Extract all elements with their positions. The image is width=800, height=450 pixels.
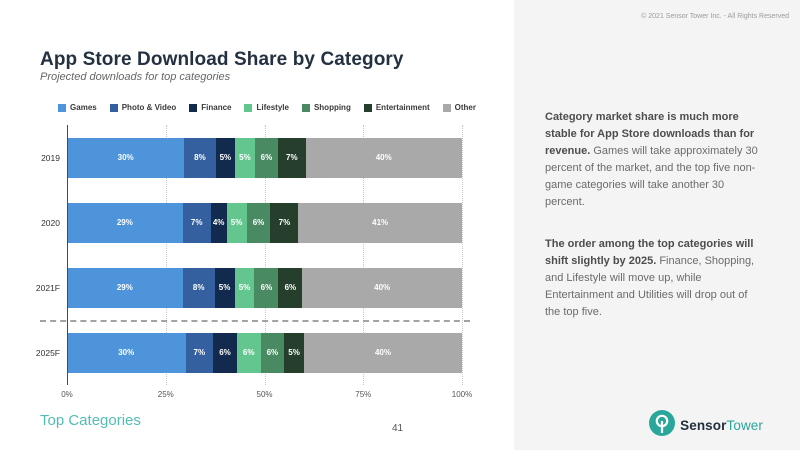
page-subtitle: Projected downloads for top categories [40,71,231,83]
gridline [165,125,167,385]
bar-segment-finance: 4% [210,202,227,243]
x-tick-label: 100% [451,390,473,399]
stacked-bar: 29% 7% 4% 5% 6% 7% 41% [67,202,462,243]
bar-row-2025f: 2025F 30% 7% 6% 6% 6% 5% 40% [36,320,462,385]
legend-item: Finance [189,103,231,112]
legend-item: Lifestyle [244,103,289,112]
gridline [264,125,266,385]
logo-wordmark: SensorTower [680,418,763,433]
commentary-paragraph: Category market share is much more stabl… [545,109,763,211]
page-number: 41 [392,423,404,434]
bar-segment-entertainment: 6% [278,267,303,308]
commentary-bold-text: Category market share is much more stabl… [545,111,755,158]
forecast-separator-line [40,320,470,322]
gridline [363,125,365,385]
commentary-regular-text: Games will take approximately 30 percent… [545,145,758,209]
bar-segment-other: 40% [305,137,462,178]
bar-segment-other: 41% [298,202,462,243]
bar-segment-lifestyle: 5% [234,267,255,308]
commentary-regular-text: Finance, Shopping, and Lifestyle will mo… [545,255,755,319]
legend-label: Finance [201,103,232,112]
bar-row-2021f: 2021F 29% 8% 5% 5% 6% 6% 40% [36,255,462,320]
bar-segment-finance: 5% [215,137,236,178]
category-label: 2020 [41,217,60,228]
sensor-tower-logo: SensorTower [649,410,763,441]
bar-segment-photo-video: 8% [182,267,215,308]
bar-segment-lifestyle: 5% [235,137,255,178]
category-label: 2025F [35,347,60,358]
legend-item: Other [442,103,476,112]
chart-rows: 2019 30% 8% 5% 5% 6% 7% 40% 2020 29% 7% 4% 5% 6% 7% 41%… [36,125,462,385]
bar-segment-games: 29% [67,202,183,243]
bar-segment-shopping: 6% [254,267,279,308]
bar-segment-finance: 5% [214,267,235,308]
bar-segment-photo-video: 7% [185,332,214,373]
stacked-bar: 30% 7% 6% 6% 6% 5% 40% [67,332,462,373]
legend-swatch [301,103,310,112]
x-tick-label: 0% [61,390,73,399]
commentary-bold-text: The order among the top categories will … [545,238,754,268]
bar-segment-entertainment: 7% [270,202,299,243]
legend-item: Entertainment [363,103,430,112]
x-tick-label: 75% [355,390,372,399]
bar-row-2019: 2019 30% 8% 5% 5% 6% 7% 40% [41,125,462,190]
bar-segment-lifestyle: 6% [236,332,261,373]
legend-swatch [109,103,118,112]
legend-item: Games [58,103,97,112]
bar-segment-other: 40% [302,267,462,308]
copyright-text: © 2021 Sensor Tower Inc. - All Rights Re… [641,13,789,20]
stacked-bar: 30% 8% 5% 5% 6% 7% 40% [67,137,462,178]
sensor-tower-logo-icon [649,410,676,441]
legend-swatch [244,103,253,112]
bar-segment-entertainment: 5% [284,332,304,373]
stacked-bar: 29% 8% 5% 5% 6% 6% 40% [67,267,462,308]
page-title: App Store Download Share by Category [40,48,404,70]
bar-segment-finance: 6% [213,332,237,373]
legend-swatch [442,103,451,112]
x-tick-label: 25% [157,390,174,399]
bar-segment-photo-video: 8% [184,137,216,178]
legend-swatch [363,103,372,112]
legend-label: Lifestyle [256,103,289,112]
bar-row-2020: 2020 29% 7% 4% 5% 6% 7% 41% [41,190,462,255]
section-label: Top Categories [40,412,141,429]
bar-segment-games: 30% [67,332,186,373]
legend-swatch [189,103,198,112]
legend-label: Other [454,103,476,112]
chart-legend: Games Photo & Video Finance Lifestyle Shoppi… [58,103,476,112]
bar-segment-shopping: 6% [246,202,271,243]
legend-label: Photo & Video [121,103,177,112]
legend-item: Shopping [301,103,351,112]
bar-segment-entertainment: 7% [278,137,306,178]
chart-plot-area: 2019 30% 8% 5% 5% 6% 7% 40% 2020 29% 7% 4% 5% 6% 7% 41%… [36,125,472,399]
bar-segment-games: 30% [67,137,185,178]
bar-segment-other: 40% [303,332,462,373]
commentary-paragraph: The order among the top categories will … [545,236,763,321]
y-axis-line [67,125,68,385]
logo-word-sensor: Sensor [680,418,727,433]
gridline [462,125,463,385]
bar-segment-shopping: 6% [254,137,279,178]
bar-segment-shopping: 6% [260,332,285,373]
right-panel-background [514,0,800,450]
category-label: 2019 [41,152,60,163]
legend-label: Games [70,103,97,112]
download-share-chart: Games Photo & Video Finance Lifestyle Shoppi… [36,100,476,402]
legend-label: Entertainment [375,103,430,112]
category-label: 2021F [35,282,60,293]
bar-segment-games: 29% [67,267,183,308]
legend-label: Shopping [313,103,351,112]
logo-word-tower: Tower [726,418,763,433]
bar-segment-photo-video: 7% [182,202,211,243]
legend-item: Photo & Video [109,103,177,112]
legend-swatch [58,103,67,112]
bar-segment-lifestyle: 5% [226,202,247,243]
x-tick-label: 50% [256,390,273,399]
sidebar-commentary: Category market share is much more stabl… [545,109,763,347]
